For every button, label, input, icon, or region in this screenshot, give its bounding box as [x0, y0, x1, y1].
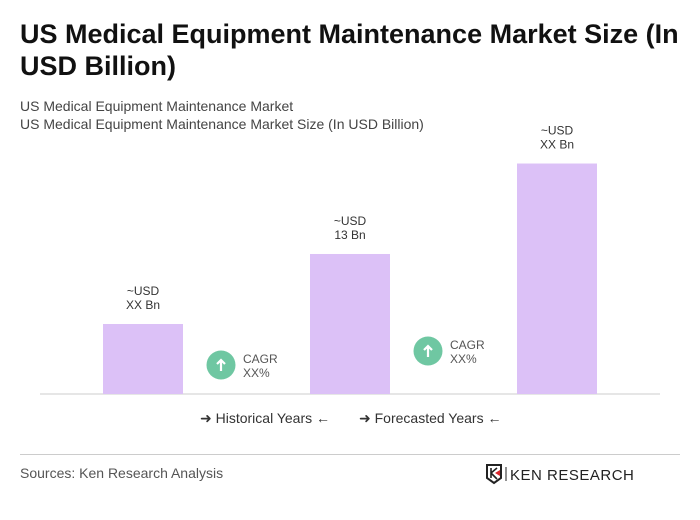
arrow-up-icon	[423, 344, 433, 357]
arrow-right-icon: ➜	[359, 410, 375, 426]
legend-forecasted: ➜ Forecasted Years ←	[359, 410, 501, 427]
data-label: 13 Bn	[334, 228, 365, 242]
arrow-left-icon: ←	[312, 410, 331, 426]
svg-text:KEN RESEARCH: KEN RESEARCH	[510, 467, 634, 484]
cagr-label: XX%	[450, 352, 477, 366]
cagr-label: CAGR	[243, 352, 278, 366]
arrow-up-icon	[216, 358, 226, 371]
data-label: XX Bn	[540, 138, 574, 152]
footer-divider	[20, 454, 680, 455]
legend-label: Forecasted Years	[374, 410, 484, 426]
arrow-left-icon: ←	[483, 410, 502, 426]
bar	[517, 163, 597, 394]
subtitle: US Medical Equipment Maintenance Market	[20, 98, 294, 114]
source-text: Sources: Ken Research Analysis	[20, 465, 224, 481]
legend-label: Historical Years	[215, 410, 313, 426]
bar	[103, 323, 183, 394]
cagr-label: XX%	[243, 366, 270, 380]
subtitle-2: US Medical Equipment Maintenance Market …	[20, 116, 424, 132]
data-label: ~USD	[541, 124, 574, 138]
arrow-right-icon: ➜	[200, 410, 216, 426]
data-label: ~USD	[334, 214, 367, 228]
legend-historical: ➜ Historical Years ←	[200, 410, 330, 427]
bar	[310, 253, 390, 394]
page-title: US Medical Equipment Maintenance Market …	[20, 19, 679, 81]
ken-research-logo: KEN RESEARCH	[486, 464, 634, 485]
data-label: ~USD	[127, 284, 160, 298]
data-label: XX Bn	[126, 298, 160, 312]
cagr-label: CAGR	[450, 338, 485, 352]
